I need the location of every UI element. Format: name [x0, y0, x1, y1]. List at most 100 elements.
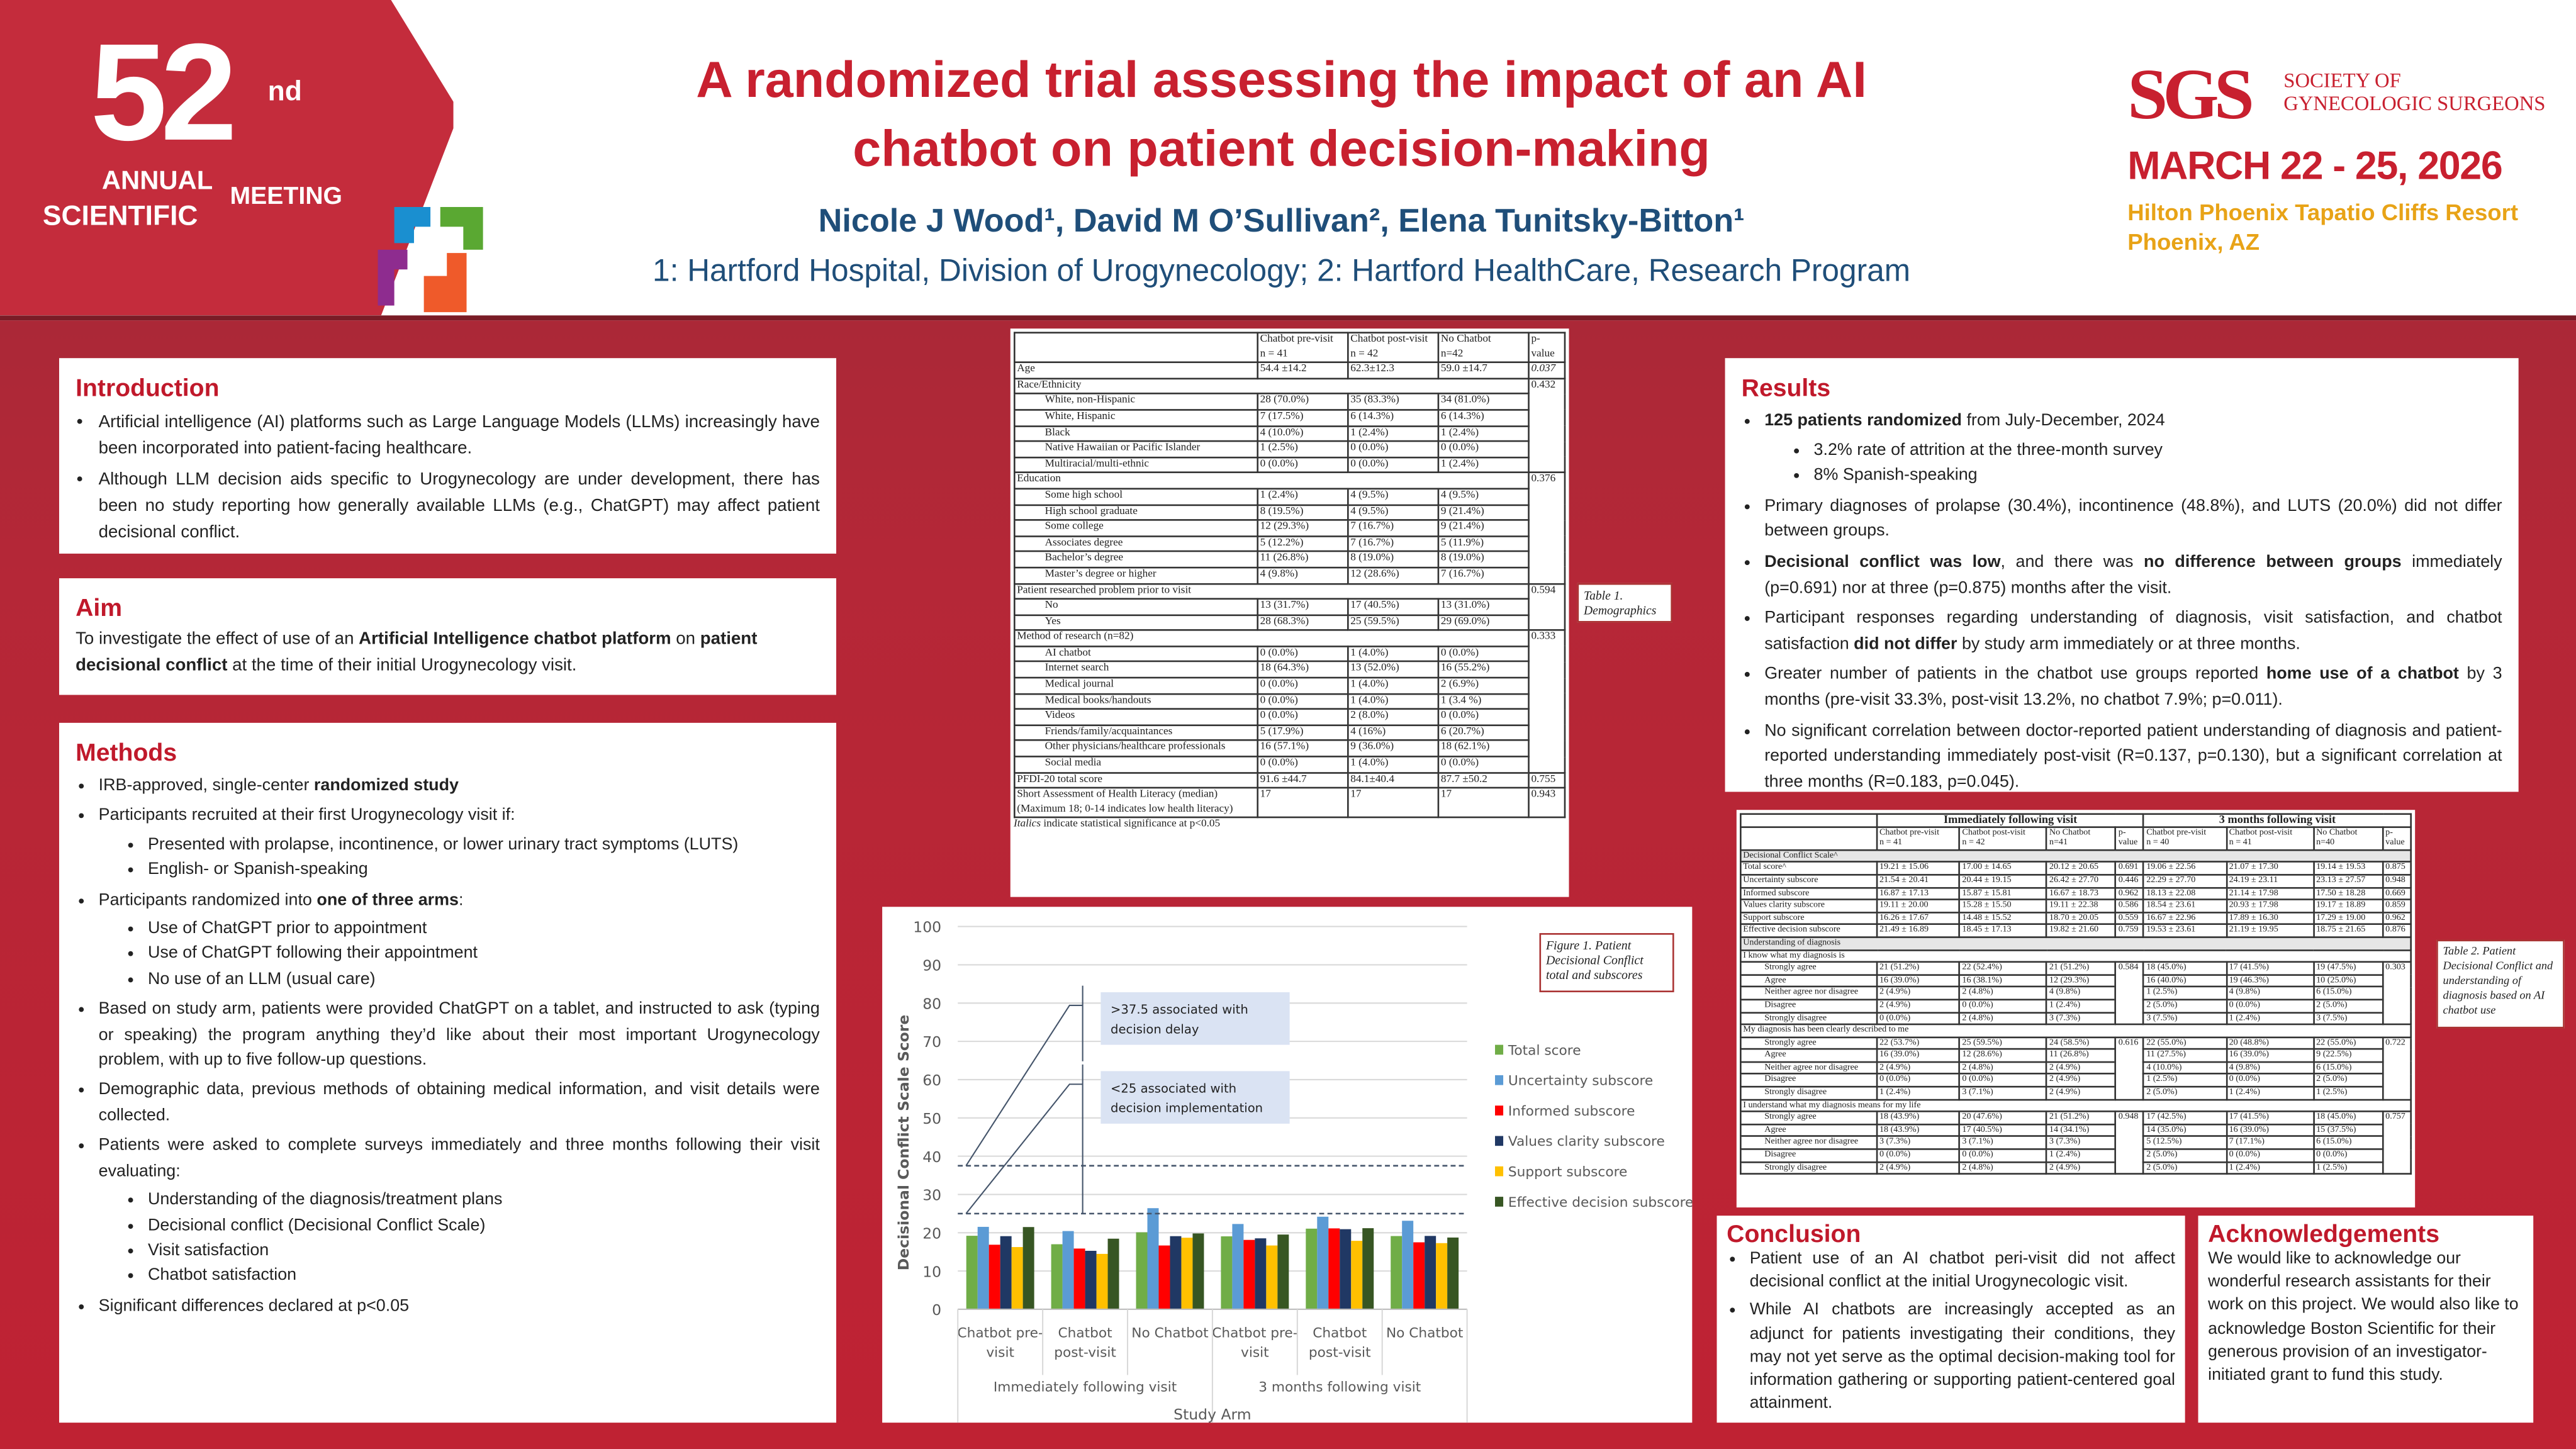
table-cell: 3 (7.3%): [2046, 1136, 2117, 1150]
venue-name: Hilton Phoenix Tapatio Cliffs Resort: [2127, 198, 2519, 225]
table-cell: 0 (0.0%): [2226, 1073, 2315, 1088]
table-row: Disagree 2 (4.9%) 0 (0.0%) 1 (2.4%) 2 (5.0%)…: [1740, 999, 2411, 1013]
table-cell: 14.48 ± 15.52: [1959, 911, 2048, 926]
table-cell: 7 (16.7%): [1347, 519, 1440, 537]
table-cell: 0 (0.0%): [2226, 1148, 2315, 1163]
table-row: White, non-Hispanic 28 (70.0%) 35 (83.3%) 3…: [1013, 393, 1565, 411]
table-cell: Agree: [1740, 973, 1878, 988]
venue: Hilton Phoenix Tapatio Cliffs Resort Pho…: [2127, 197, 2518, 256]
column-n: n=41: [2049, 838, 2068, 848]
table-cell: 1 (2.4%): [2046, 1148, 2117, 1163]
table2-caption: Table 2. Patient Decisional Conflict and…: [2436, 939, 2565, 1029]
text-segment: immediately (p=0.691) nor at three (p=0.…: [1764, 553, 2502, 598]
methods-list: IRB-approved, single-center randomized s…: [76, 774, 820, 1319]
table-cell: 14 (34.1%): [2046, 1123, 2117, 1138]
sub-bullet-item: English- or Spanish-speaking: [148, 858, 820, 883]
table-cell: 0.875: [2382, 861, 2412, 876]
text-segment: no difference between groups: [2144, 553, 2402, 572]
column-label: Chatbot pre-visit: [1260, 333, 1333, 345]
section-row: Decisional Conflict Scale^: [1740, 849, 2412, 863]
column-label: No Chatbot: [2316, 827, 2358, 837]
table-cell: 19.82 ± 21.60: [2046, 924, 2117, 938]
table-row: White, Hispanic 7 (17.5%) 6 (14.3%) 6 (14.3…: [1013, 409, 1565, 427]
table-cell: 5 (12.5%): [2142, 1136, 2228, 1150]
text-segment: To investigate the effect of use of an: [76, 629, 359, 649]
table-row: Values clarity subscore 19.11 ± 20.00 15.2…: [1740, 898, 2412, 913]
meeting-dates: MARCH 22 - 25, 2026: [2127, 144, 2502, 189]
bullet-item: Participants recruited at their first Ur…: [99, 804, 820, 883]
table-cell: 16 (39.0%): [2226, 1048, 2315, 1063]
legend-label: Uncertainty subscore: [1508, 1073, 1653, 1089]
table-cell: 4 (9.8%): [2046, 986, 2117, 1000]
table-cell: 0.559: [2115, 911, 2145, 926]
x-tick-label: Chatbot post-visit: [1309, 1325, 1371, 1360]
table-cell: No: [1013, 598, 1259, 616]
table-cell: 16 (40.0%): [2142, 973, 2228, 988]
table-row: Patient researched problem prior to visi…: [1013, 582, 1566, 632]
table-cell: 4 (10.0%): [1257, 425, 1349, 442]
table-cell: 7 (17.1%): [2226, 1136, 2315, 1150]
table-cell: 2 (5.0%): [2312, 999, 2384, 1013]
text-segment: from July-December, 2024: [1961, 412, 2165, 431]
text-segment: No use of an LLM (usual care): [147, 970, 376, 989]
table-row: Short Assessment of Health Literacy (med…: [1013, 787, 1566, 819]
table-cell: 2 (4.9%): [1876, 1161, 1961, 1175]
bar: [1362, 1228, 1374, 1309]
column-n: n = 41: [2229, 838, 2252, 848]
table-cell: 7 (16.7%): [1437, 566, 1530, 585]
table-cell: 17 (40.5%): [1347, 598, 1440, 616]
poster-title: A randomized trial assessing the impact …: [542, 46, 2021, 184]
table-cell: Social media: [1013, 756, 1259, 773]
legend-swatch: [1495, 1197, 1504, 1207]
y-tick-label: 10: [922, 1263, 941, 1280]
table-row: Strongly agree 22 (53.7%) 25 (59.5%) 24 (58…: [1740, 1036, 2412, 1100]
table-cell: 1 (2.4%): [2226, 1011, 2315, 1026]
table-cell: 0.759: [2115, 924, 2145, 938]
table-cell: 5 (17.9%): [1257, 724, 1349, 742]
y-tick-label: 90: [922, 957, 941, 975]
meeting-logo-line2: SCIENTIFIC: [42, 200, 198, 232]
text-segment: by study arm immediately or at three mon…: [1957, 635, 2300, 654]
table-cell: 18 (43.9%): [1876, 1123, 1961, 1138]
bar: [1243, 1239, 1255, 1309]
text-segment: 3.2% rate of attrition at the three-mont…: [1813, 441, 2163, 460]
text-segment: Presented with prolapse, incontinence, o…: [147, 836, 739, 854]
bar: [1107, 1238, 1119, 1309]
table-cell: 0.037: [1528, 361, 1566, 379]
text-segment: Decisional conflict was low: [1764, 553, 2001, 572]
table-cell: 0.669: [2382, 886, 2412, 901]
y-tick-label: 50: [922, 1110, 941, 1127]
table-cell: 1 (2.5%): [1257, 440, 1349, 458]
bar: [1317, 1216, 1329, 1309]
table-cell: 16 (39.0%): [1876, 1048, 1961, 1063]
table-row: Social media 0 (0.0%) 1 (4.0%) 0 (0.0%): [1013, 756, 1565, 773]
table-cell: 19.17 ± 18.89: [2312, 898, 2384, 913]
table-cell: 16 (39.0%): [2226, 1123, 2315, 1138]
table-cell: 2 (4.8%): [1959, 1161, 2048, 1175]
column-label: No Chatbot: [2049, 827, 2091, 837]
bullet-item: While AI chatbots are increasingly accep…: [1750, 1300, 2175, 1416]
table1-caption: Table 1. Demographics: [1577, 583, 1672, 623]
table-cell: 16 (39.0%): [1876, 973, 1961, 988]
bar: [1136, 1232, 1148, 1309]
table-cell: Native Hawaiian or Pacific Islander: [1013, 440, 1259, 458]
table-header-row: Chatbot pre-visit n = 41 Chatbot post-visi…: [1740, 825, 2412, 851]
table-cell: 0.962: [2382, 911, 2412, 926]
table-cell: 22 (53.7%): [1876, 1036, 1961, 1051]
bar: [988, 1245, 1000, 1309]
legend-label: Support subscore: [1508, 1164, 1627, 1180]
table-cell: Disagree: [1740, 1073, 1878, 1088]
table-row: Yes 28 (68.3%) 25 (59.5%) 29 (69.0%): [1013, 613, 1565, 632]
table-cell: I understand what my diagnosis means for…: [1740, 1098, 2412, 1113]
annotation-box: [1100, 992, 1290, 1045]
figure1-caption: Figure 1. Patient Decisional Conflict to…: [1539, 933, 1674, 993]
sub-bullet-item: Chatbot satisfaction: [148, 1264, 820, 1289]
table-row: AI chatbot 0 (0.0%) 1 (4.0%) 0 (0.0%): [1013, 645, 1565, 663]
table-cell: 3 (7.5%): [2312, 1011, 2384, 1026]
table-row: Disagree 0 (0.0%) 0 (0.0%) 2 (4.9%) 1 (2.5%)…: [1740, 1073, 2411, 1088]
table-cell: 2 (4.9%): [1876, 986, 1961, 1000]
text-segment: Based on study arm, patients were provid…: [98, 1000, 820, 1070]
table-cell: 1 (2.5%): [2142, 1073, 2228, 1088]
table-cell: 7 (16.7%): [1347, 535, 1440, 553]
table-cell: Bachelor’s degree: [1013, 551, 1259, 569]
